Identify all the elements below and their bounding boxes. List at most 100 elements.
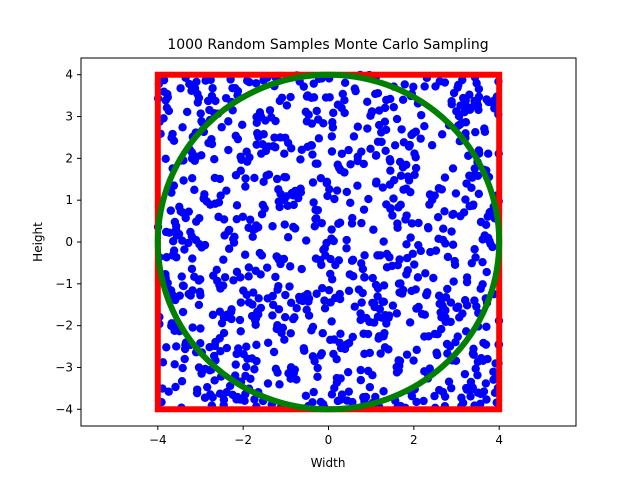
sample-point [331, 260, 340, 270]
sample-point [280, 149, 289, 158]
sample-point [432, 348, 441, 357]
sample-point [402, 160, 411, 170]
sample-point [375, 106, 384, 115]
sample-point [337, 149, 347, 158]
sample-point [240, 250, 250, 259]
sample-point [443, 349, 452, 358]
sample-point [357, 298, 366, 307]
sample-point [263, 379, 273, 388]
sample-point [224, 117, 233, 126]
sample-point [380, 117, 390, 126]
sample-point [332, 373, 342, 383]
sample-point [481, 379, 491, 388]
sample-point [455, 120, 465, 129]
sample-point [224, 145, 233, 155]
sample-point [451, 338, 460, 347]
sample-point [456, 101, 465, 110]
sample-point [248, 232, 257, 241]
sample-point [394, 279, 404, 288]
sample-point [471, 364, 480, 373]
sample-point [309, 387, 318, 397]
sample-point [483, 354, 492, 364]
sample-point [232, 201, 242, 210]
sample-point [413, 273, 423, 282]
sample-point [326, 269, 335, 279]
sample-point [236, 327, 245, 336]
sample-point [342, 187, 352, 197]
x-tick-label: 0 [325, 433, 333, 447]
sample-point [392, 114, 402, 124]
sample-point [242, 290, 251, 299]
sample-point [203, 382, 212, 392]
sample-point [229, 276, 238, 285]
sample-point [403, 266, 412, 275]
sample-point [287, 144, 296, 153]
sample-point [447, 383, 456, 393]
sample-point [310, 222, 319, 231]
sample-point [252, 221, 261, 230]
sample-point [363, 97, 372, 107]
sample-point [363, 124, 372, 133]
sample-point [373, 89, 383, 98]
sample-point [320, 296, 329, 305]
sample-point [211, 96, 220, 106]
sample-point [295, 295, 305, 305]
sample-point [327, 317, 336, 326]
sample-point [460, 296, 470, 305]
sample-point [359, 329, 368, 338]
sample-point [215, 334, 224, 343]
sample-point [194, 93, 204, 103]
sample-point [482, 267, 491, 277]
sample-point [285, 282, 294, 291]
sample-point [470, 296, 479, 305]
sample-point [386, 204, 395, 213]
sample-point [443, 252, 453, 262]
sample-point [379, 387, 388, 396]
sample-point [273, 321, 282, 330]
sample-point [238, 212, 248, 221]
sample-point [421, 269, 430, 278]
sample-point [369, 318, 379, 327]
sample-point [346, 160, 355, 169]
sample-point [406, 187, 415, 197]
sample-point [478, 280, 487, 289]
sample-point [192, 217, 201, 226]
sample-point [373, 292, 382, 301]
y-tick-label: −2 [55, 319, 73, 333]
sample-point [344, 387, 354, 396]
sample-point [368, 371, 377, 380]
region-shapes [154, 71, 503, 413]
sample-point [276, 133, 285, 142]
sample-point [280, 335, 289, 344]
sample-point [388, 211, 397, 220]
sample-point [304, 311, 314, 320]
sample-point [242, 147, 251, 156]
sample-point [402, 240, 411, 249]
sample-point [170, 360, 179, 369]
sample-point [419, 396, 428, 406]
sample-point [205, 105, 214, 115]
sample-point [373, 251, 382, 260]
sample-point [199, 193, 209, 203]
sample-point [251, 266, 260, 276]
sample-point [215, 389, 225, 398]
sample-point [196, 291, 205, 300]
sample-point [438, 235, 448, 245]
sample-point [440, 173, 450, 182]
sample-point [216, 191, 225, 200]
sample-point [252, 340, 261, 350]
sample-point [275, 202, 284, 212]
sample-point [440, 78, 450, 87]
sample-point [268, 311, 277, 320]
sample-point [320, 304, 330, 313]
sample-point [367, 107, 377, 116]
sample-point [437, 130, 447, 139]
sample-point [285, 262, 295, 271]
sample-point [246, 374, 255, 383]
sample-point [251, 314, 261, 323]
sample-point [187, 264, 197, 274]
sample-point [476, 217, 486, 227]
sample-point [394, 356, 403, 365]
sample-point [474, 146, 484, 155]
sample-point [180, 354, 189, 364]
